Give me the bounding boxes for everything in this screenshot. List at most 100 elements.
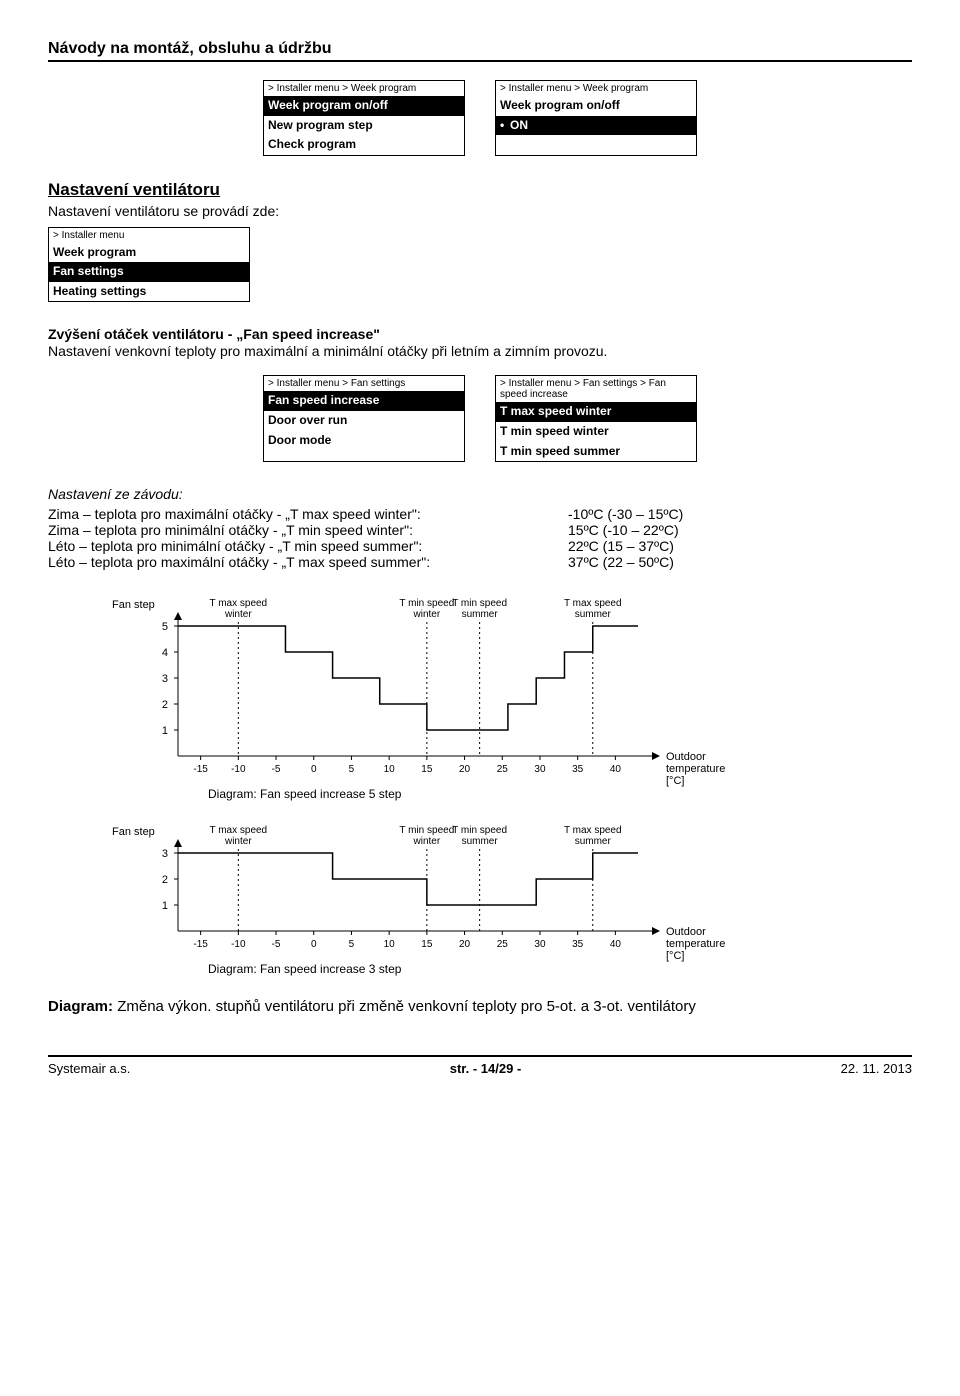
svg-text:-10: -10 — [231, 764, 246, 775]
settings-row: Zima – teplota pro minimální otáčky - „T… — [48, 522, 912, 538]
svg-text:40: 40 — [610, 764, 622, 775]
svg-text:Diagram: Fan speed increase 3: Diagram: Fan speed increase 3 step — [208, 962, 402, 976]
menu-item[interactable]: T min speed winter — [496, 422, 696, 442]
menu-box: > Installer menu > Fan settingsFan speed… — [263, 375, 465, 462]
menu-item[interactable]: Door over run — [264, 411, 464, 431]
svg-text:summer: summer — [575, 609, 612, 620]
svg-text:T min speed: T min speed — [399, 598, 454, 609]
svg-text:T min speed: T min speed — [399, 825, 454, 836]
svg-text:1: 1 — [162, 900, 168, 912]
svg-text:0: 0 — [311, 764, 317, 775]
svg-text:20: 20 — [459, 764, 471, 775]
svg-text:summer: summer — [575, 836, 612, 847]
svg-text:[°C]: [°C] — [666, 950, 684, 962]
svg-text:Fan step: Fan step — [112, 599, 155, 611]
chart-caption: Diagram: Změna výkon. stupňů ventilátoru… — [48, 998, 912, 1015]
menu-breadcrumb: > Installer menu > Week program — [496, 81, 696, 96]
svg-text:temperature: temperature — [666, 763, 725, 775]
svg-text:20: 20 — [459, 939, 471, 950]
section-fan-text: Nastavení ventilátoru se provádí zde: — [48, 202, 912, 221]
menu-row-fan-settings: > Installer menuWeek programFan settings… — [48, 227, 912, 303]
svg-text:T max speed: T max speed — [564, 825, 622, 836]
chart-5step: 54321-15-10-50510152025303540T max speed… — [108, 590, 912, 807]
svg-text:winter: winter — [413, 836, 441, 847]
svg-text:2: 2 — [162, 699, 168, 711]
menu-item[interactable]: Week program — [49, 243, 249, 263]
menu-item[interactable]: Check program — [264, 135, 464, 155]
svg-text:T max speed: T max speed — [210, 825, 268, 836]
svg-text:summer: summer — [462, 609, 499, 620]
menu-item[interactable]: New program step — [264, 116, 464, 136]
svg-text:5: 5 — [349, 939, 355, 950]
chart-caption-text: Změna výkon. stupňů ventilátoru při změn… — [117, 998, 696, 1015]
menu-item[interactable]: T min speed summer — [496, 442, 696, 462]
settings-row-label: Léto – teplota pro minimální otáčky - „T… — [48, 538, 568, 554]
menu-item[interactable]: Door mode — [264, 431, 464, 451]
svg-text:2: 2 — [162, 874, 168, 886]
factory-heading: Nastavení ze závodu: — [48, 486, 912, 502]
svg-text:30: 30 — [534, 939, 546, 950]
svg-text:-5: -5 — [272, 939, 281, 950]
svg-text:-15: -15 — [193, 939, 208, 950]
menu-box: > Installer menuWeek programFan settings… — [48, 227, 250, 303]
menu-row-week-program: > Installer menu > Week programWeek prog… — [48, 80, 912, 156]
settings-row: Léto – teplota pro maximální otáčky - „T… — [48, 554, 912, 570]
svg-text:T min speed: T min speed — [452, 825, 507, 836]
menu-breadcrumb: > Installer menu — [49, 228, 249, 243]
svg-text:35: 35 — [572, 939, 584, 950]
menu-item[interactable]: Week program on/off — [264, 96, 464, 116]
menu-breadcrumb: > Installer menu > Fan settings — [264, 376, 464, 391]
svg-text:5: 5 — [162, 621, 168, 633]
svg-text:10: 10 — [384, 764, 396, 775]
svg-text:Diagram: Fan speed increase 5: Diagram: Fan speed increase 5 step — [208, 787, 402, 801]
svg-text:4: 4 — [162, 647, 168, 659]
svg-text:T max speed: T max speed — [564, 598, 622, 609]
settings-row-label: Zima – teplota pro maximální otáčky - „T… — [48, 506, 568, 522]
menu-item[interactable]: Week program on/off — [496, 96, 696, 116]
svg-text:Outdoor: Outdoor — [666, 751, 706, 763]
svg-text:10: 10 — [384, 939, 396, 950]
settings-row: Léto – teplota pro minimální otáčky - „T… — [48, 538, 912, 554]
fan-increase-text: Nastavení venkovní teploty pro maximální… — [48, 342, 912, 361]
svg-text:15: 15 — [421, 939, 433, 950]
doc-header: Návody na montáž, obsluhu a údržbu — [48, 40, 912, 62]
chart-3step: 321-15-10-50510152025303540T max speedwi… — [108, 817, 912, 982]
svg-text:25: 25 — [497, 939, 509, 950]
menu-item[interactable]: ON — [496, 116, 696, 136]
svg-text:30: 30 — [534, 764, 546, 775]
svg-text:0: 0 — [311, 939, 317, 950]
svg-text:Outdoor: Outdoor — [666, 926, 706, 938]
footer-right: 22. 11. 2013 — [841, 1061, 912, 1076]
svg-text:winter: winter — [224, 836, 252, 847]
menu-item[interactable]: Fan speed increase — [264, 391, 464, 411]
svg-text:Fan step: Fan step — [112, 826, 155, 838]
step-chart-svg: 321-15-10-50510152025303540T max speedwi… — [108, 817, 748, 979]
menu-box: > Installer menu > Week programWeek prog… — [263, 80, 465, 156]
settings-row-value: -10ºC (-30 – 15ºC) — [568, 506, 683, 522]
section-fan-heading: Nastavení ventilátoru — [48, 180, 912, 200]
svg-text:25: 25 — [497, 764, 509, 775]
svg-text:temperature: temperature — [666, 938, 725, 950]
svg-text:-10: -10 — [231, 939, 246, 950]
doc-footer: Systemair a.s. str. - 14/29 - 22. 11. 20… — [48, 1055, 912, 1076]
svg-text:1: 1 — [162, 725, 168, 737]
svg-text:15: 15 — [421, 764, 433, 775]
svg-text:[°C]: [°C] — [666, 775, 684, 787]
svg-text:winter: winter — [413, 609, 441, 620]
svg-text:3: 3 — [162, 848, 168, 860]
menu-breadcrumb: > Installer menu > Week program — [264, 81, 464, 96]
svg-text:T max speed: T max speed — [210, 598, 268, 609]
svg-text:35: 35 — [572, 764, 584, 775]
footer-left: Systemair a.s. — [48, 1061, 130, 1076]
settings-row-label: Léto – teplota pro maximální otáčky - „T… — [48, 554, 568, 570]
menu-item[interactable]: T max speed winter — [496, 402, 696, 422]
svg-text:T min speed: T min speed — [452, 598, 507, 609]
settings-row-value: 15ºC (-10 – 22ºC) — [568, 522, 679, 538]
menu-breadcrumb: > Installer menu > Fan settings > Fan sp… — [496, 376, 696, 402]
settings-row-label: Zima – teplota pro minimální otáčky - „T… — [48, 522, 568, 538]
menu-item[interactable]: Heating settings — [49, 282, 249, 302]
menu-item[interactable]: Fan settings — [49, 262, 249, 282]
step-chart-svg: 54321-15-10-50510152025303540T max speed… — [108, 590, 748, 804]
settings-row-value: 22ºC (15 – 37ºC) — [568, 538, 674, 554]
menu-row-fan-increase: > Installer menu > Fan settingsFan speed… — [48, 375, 912, 462]
